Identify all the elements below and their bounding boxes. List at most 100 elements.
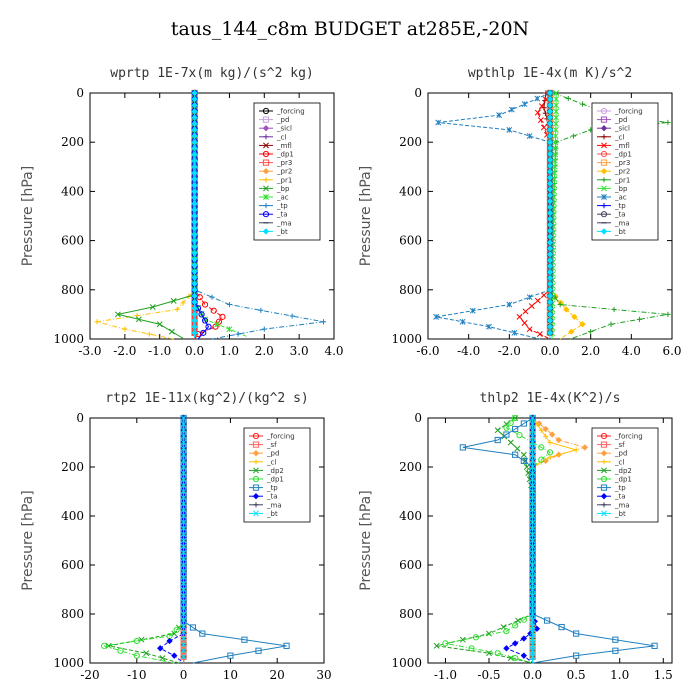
x-tick-label: -2.0 bbox=[498, 344, 521, 358]
x-tick-label: 6.0 bbox=[662, 344, 681, 358]
data-point bbox=[581, 444, 589, 451]
legend-marker bbox=[262, 125, 270, 132]
data-point bbox=[546, 268, 554, 276]
legend: _forcing_pd_sicl_cl_mfl_dp1_pr3_pr2_pr1_… bbox=[591, 102, 659, 241]
data-point bbox=[191, 305, 198, 312]
data-point bbox=[611, 306, 617, 313]
data-point bbox=[180, 604, 187, 611]
data-point bbox=[529, 464, 536, 470]
data-point bbox=[529, 421, 536, 428]
data-point bbox=[459, 636, 466, 643]
data-point bbox=[122, 326, 128, 332]
legend-marker bbox=[601, 502, 607, 508]
data-point bbox=[546, 120, 554, 127]
legend-marker bbox=[601, 510, 607, 517]
data-point bbox=[433, 313, 440, 320]
data-point bbox=[180, 433, 187, 440]
data-point bbox=[191, 89, 198, 97]
series-line-ac bbox=[194, 93, 248, 338]
data-point bbox=[608, 321, 614, 327]
data-point bbox=[180, 300, 186, 306]
data-point bbox=[529, 433, 536, 440]
data-point bbox=[180, 647, 187, 654]
legend-label: _sicl bbox=[276, 125, 292, 133]
data-point bbox=[496, 112, 503, 119]
data-point bbox=[520, 457, 527, 464]
panel-title: thlp2 1E-4x(K^2)/s bbox=[480, 391, 621, 406]
legend-label: _ac bbox=[276, 194, 289, 202]
legend-marker bbox=[262, 116, 270, 123]
legend-marker bbox=[262, 228, 270, 235]
data-point bbox=[529, 531, 536, 538]
legend-label: _tp bbox=[276, 202, 288, 210]
data-point bbox=[494, 436, 501, 444]
data-point bbox=[191, 139, 198, 146]
chart-panel-4: thlp2 1E-4x(K^2)/s Pressure [hPa] -1.0 -0.5… bbox=[358, 391, 673, 682]
series-line-dp2 bbox=[108, 418, 185, 664]
data-point bbox=[133, 652, 140, 659]
data-point bbox=[191, 311, 198, 318]
x-tick-label: 1.0 bbox=[610, 668, 629, 682]
data-point bbox=[472, 634, 480, 641]
y-tick-label: 400 bbox=[61, 184, 84, 198]
data-point bbox=[180, 653, 187, 660]
data-point bbox=[191, 95, 198, 103]
data-point bbox=[170, 297, 177, 304]
x-tick-label: 0 bbox=[180, 668, 188, 682]
legend-label: _cl bbox=[614, 133, 624, 141]
x-tick-label: 2.0 bbox=[255, 344, 274, 358]
y-tick-label: 1000 bbox=[53, 332, 84, 346]
data-point bbox=[191, 280, 198, 287]
data-point bbox=[191, 126, 198, 134]
legend-marker bbox=[601, 459, 607, 465]
data-point bbox=[612, 636, 619, 643]
legend-label: _dp1 bbox=[276, 151, 294, 159]
data-point bbox=[283, 642, 290, 649]
data-point bbox=[546, 263, 554, 270]
data-point bbox=[546, 221, 554, 229]
legend-box bbox=[591, 427, 659, 523]
data-point bbox=[546, 203, 554, 211]
data-point bbox=[553, 102, 560, 109]
data-point bbox=[534, 109, 541, 116]
legend-label: _dp2 bbox=[266, 467, 284, 475]
data-point bbox=[180, 513, 187, 519]
data-point bbox=[571, 313, 578, 321]
data-point bbox=[546, 245, 554, 252]
data-point bbox=[523, 464, 530, 470]
data-point bbox=[552, 145, 559, 152]
legend-marker bbox=[262, 168, 270, 175]
panel-title: wprtp 1E-7x(m kg)/(s^2 kg) bbox=[110, 66, 314, 81]
data-point bbox=[529, 451, 536, 458]
legend-marker bbox=[263, 203, 269, 209]
data-point bbox=[180, 482, 187, 489]
legend-label: _tp bbox=[614, 484, 626, 492]
legend-label: _bt bbox=[266, 510, 278, 518]
data-point bbox=[529, 427, 536, 434]
data-point bbox=[189, 624, 197, 631]
x-tick-label: 0.0 bbox=[523, 668, 542, 682]
panel-title: rtp2 1E-11x(kg^2)/(kg^2 s) bbox=[105, 391, 309, 406]
data-point bbox=[529, 562, 536, 568]
data-point bbox=[114, 311, 121, 318]
data-point bbox=[546, 239, 554, 246]
data-point bbox=[219, 313, 226, 320]
data-point bbox=[529, 617, 536, 624]
legend-marker bbox=[600, 493, 608, 500]
data-point bbox=[546, 132, 554, 140]
legend-label: _pd bbox=[266, 450, 279, 458]
x-tick-label: 0.0 bbox=[185, 344, 204, 358]
y-tick-label: 800 bbox=[399, 283, 422, 297]
legend-marker bbox=[253, 467, 259, 474]
x-tick-label: 4.0 bbox=[622, 344, 641, 358]
data-point bbox=[133, 637, 140, 645]
legend-marker bbox=[253, 510, 259, 517]
data-point bbox=[534, 297, 541, 304]
data-point bbox=[512, 451, 519, 458]
data-point bbox=[546, 168, 554, 175]
data-point bbox=[546, 174, 554, 181]
data-point bbox=[546, 209, 554, 217]
data-point bbox=[529, 525, 536, 532]
data-point bbox=[486, 323, 492, 330]
data-point bbox=[512, 622, 519, 629]
